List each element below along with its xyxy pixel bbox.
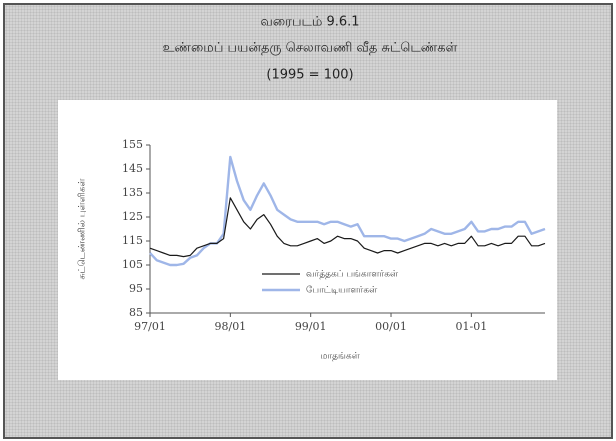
y-tick-label: 115	[122, 234, 143, 247]
chart-note: (1995 = 100)	[266, 68, 353, 83]
y-tick-label: 85	[129, 306, 143, 319]
x-tick-label: 01-01	[455, 320, 487, 333]
x-tick-label: 00/01	[375, 320, 407, 333]
y-axis-label: சுட்டெண்ணில் புள்ளிகள்	[78, 178, 88, 280]
y-tick-label: 95	[129, 282, 143, 295]
legend-label: வர்த்தகப் பங்காளர்கள்	[306, 270, 399, 280]
x-axis-label: மாதங்கள்	[320, 352, 360, 362]
legend-label: போட்டியாளர்கள்	[306, 286, 378, 296]
y-tick-label: 135	[122, 186, 143, 199]
y-tick-label: 145	[122, 162, 143, 175]
y-tick-label: 105	[122, 258, 143, 271]
x-tick-label: 99/01	[295, 320, 327, 333]
x-tick-label: 97/01	[134, 320, 166, 333]
y-tick-label: 125	[122, 210, 143, 223]
chart-title: வரைபடம் 9.6.1	[260, 15, 359, 30]
y-tick-label: 155	[122, 138, 143, 151]
x-tick-label: 98/01	[214, 320, 246, 333]
chart-subtitle: உண்மைப் பயன்தரு செலாவணி வீத சுட்டெண்கள்	[163, 41, 458, 56]
series-line	[149, 197, 546, 258]
